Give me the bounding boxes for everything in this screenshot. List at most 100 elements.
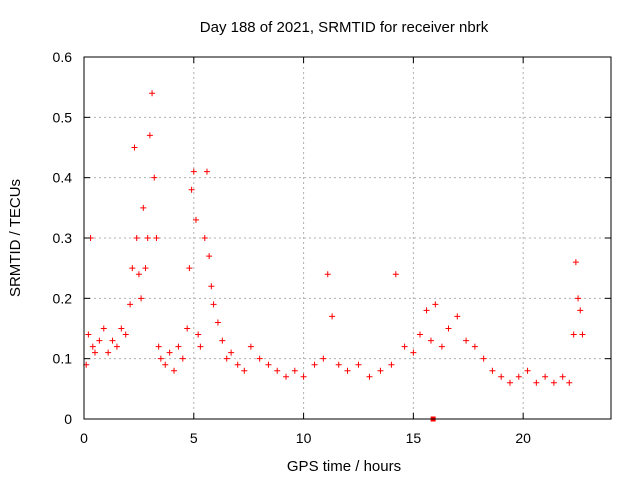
data-point — [416, 331, 423, 338]
data-point — [463, 337, 470, 344]
data-point — [247, 343, 254, 350]
data-point — [157, 355, 164, 362]
data-point — [138, 295, 145, 302]
data-point — [566, 379, 573, 386]
data-point — [208, 283, 215, 290]
data-point — [166, 349, 173, 356]
data-point — [410, 349, 417, 356]
data-point — [533, 379, 540, 386]
data-point — [355, 361, 362, 368]
y-tick-label: 0.2 — [53, 290, 73, 306]
data-point — [291, 367, 298, 374]
data-point — [256, 355, 263, 362]
x-tick-label: 0 — [80, 430, 88, 446]
data-point — [559, 373, 566, 380]
y-tick-label: 0.3 — [53, 230, 73, 246]
data-point — [489, 367, 496, 374]
data-point — [175, 343, 182, 350]
y-tick-label: 0.6 — [53, 49, 73, 65]
data-point — [445, 325, 452, 332]
data-point — [89, 343, 96, 350]
y-axis-label: SRMTID / TECUs — [7, 179, 24, 297]
data-point — [241, 367, 248, 374]
data-point — [542, 373, 549, 380]
x-tick-label: 15 — [406, 430, 422, 446]
data-point — [335, 361, 342, 368]
y-tick-label: 0.5 — [53, 109, 73, 125]
data-point — [579, 331, 586, 338]
data-point — [210, 301, 217, 308]
data-point — [427, 337, 434, 344]
data-point — [228, 349, 235, 356]
data-point — [423, 307, 430, 314]
data-point — [133, 235, 140, 241]
data-point — [129, 265, 136, 272]
data-point — [344, 367, 351, 374]
data-point — [432, 301, 439, 308]
data-point — [142, 265, 149, 272]
data-point — [274, 367, 281, 374]
data-point — [324, 271, 331, 278]
data-points — [83, 90, 586, 422]
data-point — [223, 355, 230, 362]
data-point — [214, 319, 221, 326]
data-point — [162, 361, 169, 368]
y-tick-label: 0.1 — [53, 351, 73, 367]
data-point — [498, 373, 505, 380]
data-point — [550, 379, 557, 386]
data-point — [188, 186, 195, 193]
data-point — [91, 349, 98, 356]
data-point — [186, 265, 193, 272]
x-axis-label: GPS time / hours — [287, 458, 401, 475]
data-point — [192, 216, 199, 223]
data-point — [311, 361, 318, 368]
data-point — [329, 313, 336, 320]
data-point — [197, 343, 204, 350]
axis-ticks: 0 5 10 15 20 0 0.1 0.2 0.3 0.4 0.5 0.6 — [53, 49, 611, 446]
data-point — [113, 343, 120, 350]
data-point — [377, 367, 384, 374]
data-point — [127, 301, 134, 308]
data-point — [155, 343, 162, 350]
data-point — [265, 361, 272, 368]
data-point — [283, 373, 290, 380]
data-point — [392, 271, 399, 278]
data-point — [506, 379, 513, 386]
data-point — [577, 307, 584, 314]
y-tick-label: 0 — [64, 411, 72, 427]
data-point — [153, 235, 160, 241]
data-point — [234, 361, 241, 368]
data-point — [524, 367, 531, 374]
x-tick-label: 5 — [190, 430, 198, 446]
data-point — [575, 295, 582, 302]
data-point — [184, 325, 191, 332]
data-point — [109, 337, 116, 344]
data-point — [366, 373, 373, 380]
y-tick-label: 0.4 — [53, 170, 73, 186]
data-point — [122, 331, 129, 338]
data-point — [105, 349, 112, 356]
data-point — [144, 235, 151, 241]
data-point — [135, 271, 142, 278]
grid-lines — [84, 57, 611, 419]
chart-title: Day 188 of 2021, SRMTID for receiver nbr… — [200, 19, 489, 36]
data-point — [118, 325, 125, 332]
data-point — [300, 373, 307, 380]
x-tick-label: 20 — [515, 430, 531, 446]
data-point — [149, 90, 156, 97]
data-point — [85, 331, 92, 338]
data-point — [203, 168, 210, 175]
data-point — [195, 331, 202, 338]
data-point — [201, 235, 208, 241]
data-point — [206, 253, 213, 260]
data-point — [570, 331, 577, 338]
data-point — [151, 174, 158, 181]
data-point — [140, 204, 147, 211]
data-point — [190, 168, 197, 175]
data-point — [320, 355, 327, 362]
data-point — [171, 367, 178, 374]
data-point — [471, 343, 478, 350]
data-point — [96, 337, 103, 344]
